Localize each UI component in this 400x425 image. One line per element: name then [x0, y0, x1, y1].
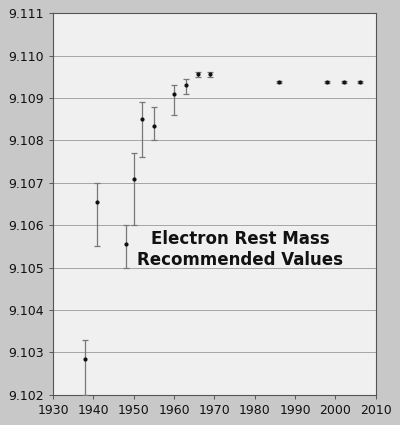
Text: Electron Rest Mass
Recommended Values: Electron Rest Mass Recommended Values [137, 230, 343, 269]
